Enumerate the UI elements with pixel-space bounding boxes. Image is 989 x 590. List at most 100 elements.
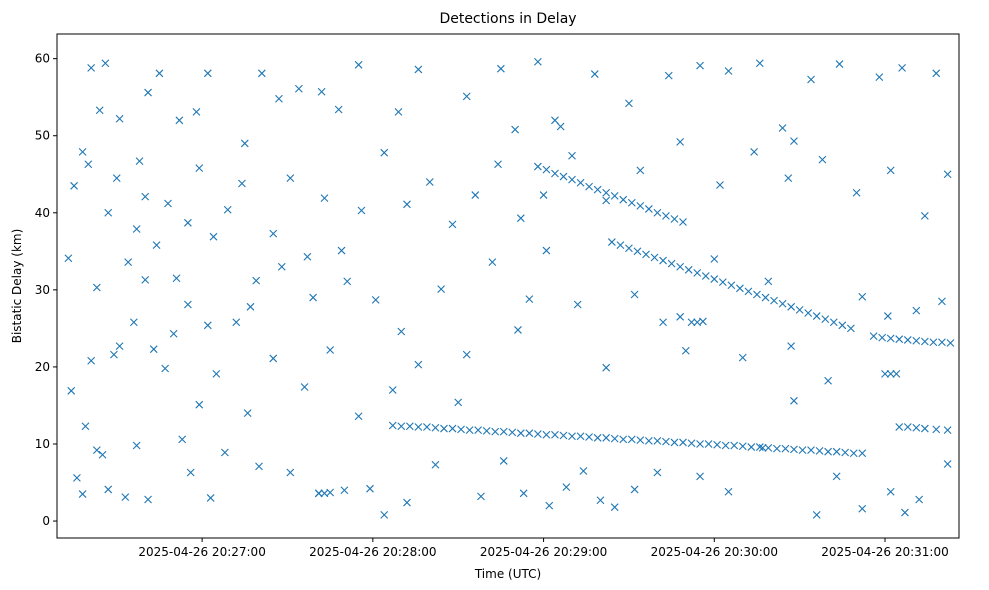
data-point	[579, 467, 588, 475]
data-point	[124, 258, 133, 266]
data-point	[425, 178, 434, 186]
x-tick-label: 2025-04-26 20:27:00	[138, 545, 265, 559]
data-point	[511, 125, 520, 134]
data-point	[679, 438, 687, 447]
data-point	[186, 468, 195, 477]
y-tick-label: 20	[35, 360, 50, 374]
data-point	[314, 489, 323, 498]
data-point	[70, 181, 78, 190]
data-point	[920, 211, 929, 220]
data-point	[687, 439, 696, 448]
data-point	[886, 334, 895, 343]
data-point	[881, 369, 889, 378]
data-point	[932, 425, 941, 434]
x-tick-label: 2025-04-26 20:28:00	[309, 545, 436, 559]
chart-title: Detections in Delay	[439, 11, 576, 27]
data-point	[713, 440, 722, 449]
data-point	[562, 483, 571, 492]
data-point	[275, 94, 283, 103]
data-point	[602, 433, 611, 442]
data-point	[912, 336, 921, 345]
data-point	[718, 278, 727, 287]
data-point	[542, 165, 551, 174]
data-point	[184, 300, 192, 309]
data-point	[610, 434, 619, 443]
data-point	[357, 206, 366, 215]
data-point	[559, 431, 568, 440]
data-point	[869, 332, 878, 340]
data-point	[252, 276, 261, 285]
data-point	[829, 318, 838, 327]
data-point	[514, 326, 522, 334]
data-point	[730, 441, 739, 450]
data-point	[508, 428, 517, 437]
data-point	[551, 430, 559, 439]
data-point	[551, 116, 559, 125]
data-point	[462, 92, 471, 101]
data-point	[764, 277, 773, 286]
data-point	[320, 194, 329, 203]
data-point	[206, 494, 215, 502]
data-point	[471, 191, 480, 199]
data-point	[73, 474, 81, 482]
data-point	[704, 440, 713, 448]
data-point	[724, 487, 733, 496]
data-point	[277, 262, 286, 271]
data-point	[104, 208, 113, 217]
data-point	[92, 446, 101, 455]
data-point	[636, 166, 645, 175]
x-axis-ticks: 2025-04-26 20:27:00 2025-04-26 20:28:00 20…	[138, 538, 949, 559]
data-point	[354, 412, 363, 421]
data-point	[144, 495, 152, 504]
data-point	[482, 426, 491, 435]
data-point	[448, 220, 457, 229]
data-point	[141, 275, 150, 284]
data-point	[67, 386, 76, 395]
data-point	[662, 437, 670, 446]
data-point	[590, 70, 599, 78]
data-point	[152, 241, 161, 250]
data-point	[397, 327, 406, 336]
data-point	[929, 338, 938, 347]
data-point	[835, 60, 844, 68]
data-point	[596, 496, 605, 505]
data-point	[607, 238, 616, 246]
data-point	[542, 430, 551, 439]
data-point	[943, 170, 952, 179]
plot-frame	[56, 33, 960, 539]
data-point	[431, 423, 440, 432]
data-point	[184, 218, 192, 227]
data-point	[394, 107, 403, 116]
data-point	[110, 350, 118, 359]
data-point	[115, 114, 124, 123]
data-point	[246, 302, 255, 311]
data-point	[938, 297, 946, 306]
data-point	[716, 181, 724, 189]
data-point	[380, 148, 389, 157]
data-point	[499, 457, 508, 465]
data-point	[721, 441, 730, 450]
data-point	[576, 178, 585, 187]
y-tick-label: 60	[35, 52, 50, 66]
data-point	[684, 265, 693, 274]
data-point	[87, 64, 96, 72]
data-point	[132, 225, 141, 233]
data-point	[454, 398, 463, 407]
data-point	[87, 356, 96, 365]
data-point	[309, 293, 317, 302]
data-point	[525, 429, 534, 438]
data-point	[886, 487, 895, 496]
data-point	[912, 423, 921, 432]
data-point	[533, 162, 542, 171]
data-point	[354, 60, 363, 69]
data-point	[832, 447, 841, 456]
data-point	[556, 122, 565, 131]
y-tick-label: 0	[42, 514, 50, 528]
data-point	[644, 437, 653, 445]
x-tick-label: 2025-04-26 20:29:00	[480, 545, 607, 559]
y-tick-label: 30	[35, 283, 50, 297]
data-point	[659, 318, 667, 327]
data-point	[161, 364, 170, 373]
data-point	[852, 188, 861, 197]
data-point	[747, 443, 756, 451]
